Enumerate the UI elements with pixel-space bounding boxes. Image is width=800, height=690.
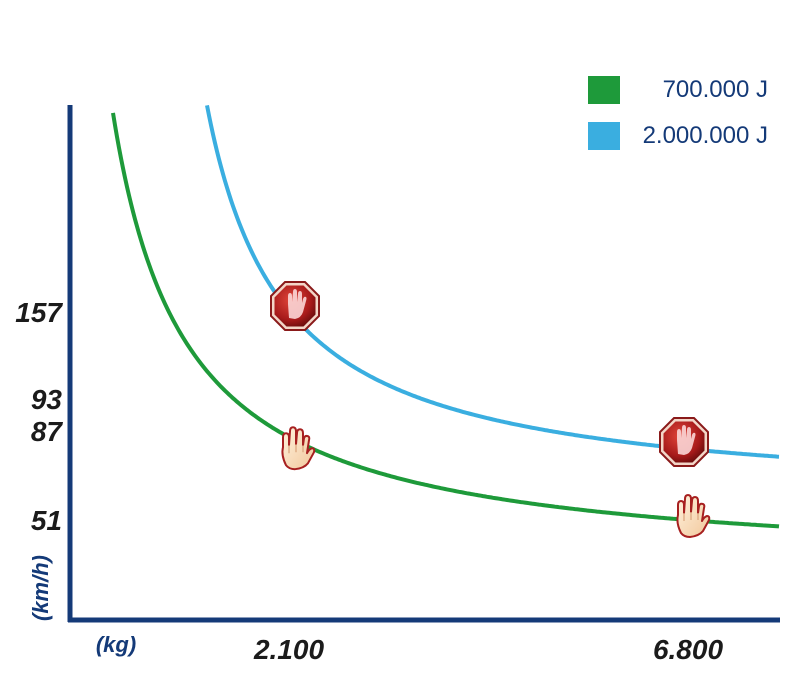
y-tick-label: 87 — [31, 416, 64, 447]
y-axis-label: (km/h) — [28, 555, 53, 621]
series-line-700000j — [111, 112, 780, 529]
open-hand-icon — [676, 494, 711, 538]
stop-sign-hand-icon — [270, 281, 320, 331]
y-tick-label: 157 — [15, 297, 63, 328]
legend: 700.000 J 2.000.000 J — [588, 76, 768, 150]
legend-label: 700.000 J — [663, 76, 768, 103]
legend-swatch-2000000j — [588, 122, 620, 150]
y-tick-label: 93 — [31, 384, 63, 415]
y-tick-label: 51 — [31, 505, 62, 536]
stop-sign-hand-icon — [659, 417, 709, 468]
legend-swatch-700000j — [588, 76, 620, 104]
x-tick-label: 6.800 — [653, 634, 723, 665]
legend-label: 2.000.000 J — [643, 122, 768, 149]
x-tick-label: 2.100 — [253, 634, 324, 665]
x-axis-label: (kg) — [96, 632, 136, 657]
